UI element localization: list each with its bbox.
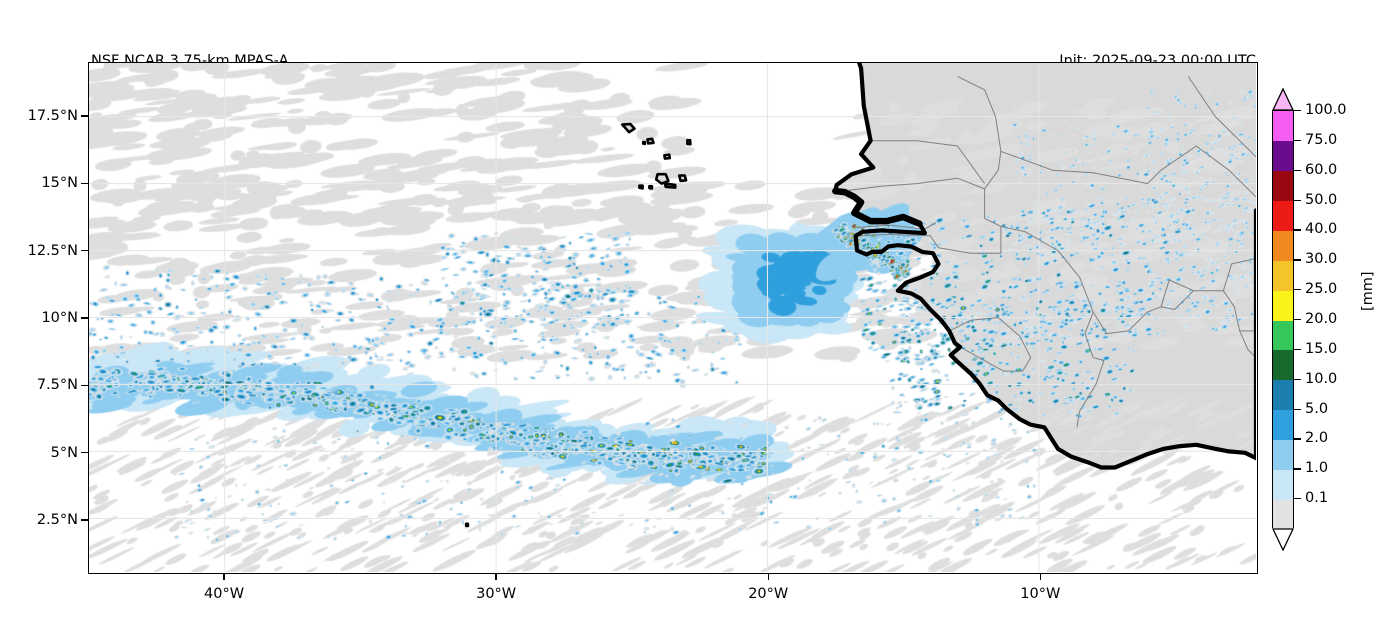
map-axes[interactable] — [88, 62, 1258, 574]
colorbar-body — [1272, 110, 1294, 530]
x-axis-tick — [767, 573, 769, 580]
x-axis-tick — [495, 573, 497, 580]
colorbar-segment — [1273, 140, 1293, 172]
colorbar[interactable]: 0.1 1.0 2.0 5.0 10.0 15.0 20.0 25.0 30.0 40.0 50.0… — [1271, 87, 1347, 552]
colorbar-tick-label: 15.0 — [1305, 340, 1338, 357]
y-axis-label: 17.5°N — [27, 107, 78, 124]
colorbar-tick-label: 1.0 — [1305, 460, 1329, 477]
colorbar-tick-label: 50.0 — [1305, 191, 1338, 208]
colorbar-tick-label: 5.0 — [1305, 400, 1329, 417]
colorbar-tick — [1294, 229, 1301, 231]
colorbar-tick — [1294, 289, 1301, 291]
colorbar-tick — [1294, 348, 1301, 351]
y-axis-tick — [81, 115, 88, 117]
colorbar-tick — [1294, 139, 1301, 142]
colorbar-tick — [1294, 408, 1301, 410]
y-axis-tick — [81, 317, 88, 319]
colorbar-unit-label: [mm] — [1360, 271, 1376, 311]
colorbar-segment — [1273, 290, 1293, 321]
x-axis-label: 10°W — [1020, 586, 1061, 602]
colorbar-tick-label: 60.0 — [1305, 161, 1338, 178]
x-axis-label: 20°W — [748, 586, 789, 602]
y-axis-tick — [81, 452, 88, 454]
x-axis-label: 30°W — [476, 586, 517, 602]
colorbar-tick-label: 2.0 — [1305, 430, 1329, 447]
colorbar-tick — [1294, 259, 1301, 261]
colorbar-segment — [1273, 439, 1293, 470]
colorbar-tick — [1294, 378, 1301, 380]
colorbar-tick — [1294, 468, 1301, 470]
colorbar-tick — [1294, 199, 1301, 201]
colorbar-tick — [1294, 498, 1301, 500]
y-axis-label: 10°N — [41, 310, 78, 326]
colorbar-tick-label: 100.0 — [1305, 102, 1347, 118]
y-axis-label: 2.5°N — [36, 512, 78, 529]
colorbar-tick — [1294, 110, 1301, 112]
x-axis-label: 40°W — [204, 586, 245, 602]
colorbar-under-arrow — [1271, 528, 1295, 552]
y-axis-label: 12.5°N — [27, 242, 78, 259]
colorbar-segment — [1273, 499, 1293, 530]
x-axis-tick — [1039, 573, 1042, 580]
y-axis-label: 15°N — [41, 175, 78, 192]
colorbar-over-arrow — [1271, 87, 1295, 111]
colorbar-tick — [1294, 438, 1301, 440]
colorbar-segment — [1273, 260, 1293, 291]
y-axis-label: 7.5°N — [36, 377, 78, 394]
colorbar-segment — [1273, 200, 1293, 232]
map-canvas-clip — [89, 63, 1257, 573]
colorbar-tick-label: 40.0 — [1305, 221, 1338, 238]
y-axis-tick — [81, 249, 88, 252]
colorbar-segment — [1273, 320, 1293, 351]
colorbar-tick-label: 75.0 — [1305, 131, 1338, 148]
colorbar-tick-label: 0.1 — [1305, 490, 1329, 507]
y-axis-tick — [81, 182, 88, 184]
colorbar-segment — [1273, 170, 1293, 202]
colorbar-tick-label: 30.0 — [1305, 251, 1338, 268]
y-axis-tick — [81, 519, 88, 521]
y-axis-label: 5°N — [50, 444, 78, 461]
y-axis-tick — [81, 384, 88, 387]
colorbar-segment — [1273, 349, 1293, 381]
colorbar-segment — [1273, 469, 1293, 500]
colorbar-segment — [1273, 409, 1293, 441]
colorbar-segment — [1273, 379, 1293, 411]
colorbar-tick-label: 20.0 — [1305, 311, 1338, 327]
x-axis-tick — [223, 573, 225, 580]
map-vector-overlay — [89, 63, 1256, 572]
colorbar-tick — [1294, 169, 1301, 171]
colorbar-segment — [1273, 230, 1293, 261]
colorbar-tick — [1294, 319, 1301, 321]
colorbar-segment — [1273, 111, 1293, 142]
colorbar-tick-label: 25.0 — [1305, 281, 1338, 298]
colorbar-tick-label: 10.0 — [1305, 370, 1338, 387]
